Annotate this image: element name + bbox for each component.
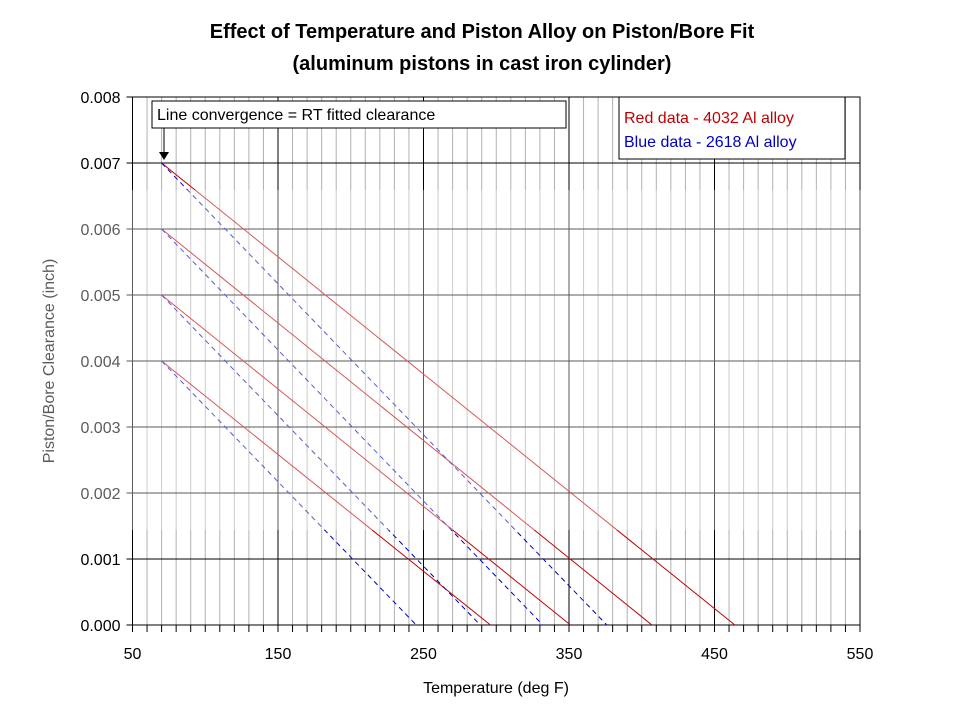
watermark-band — [0, 190, 960, 530]
annotation-arrowhead-icon — [159, 152, 169, 160]
x-tick-label: 550 — [847, 646, 874, 663]
legend-box — [618, 96, 846, 160]
y-axis-label: Piston/Bore Clearance (inch) — [41, 259, 58, 464]
x-tick-label: 50 — [124, 646, 142, 663]
chart-title: Effect of Temperature and Piston Alloy o… — [210, 21, 755, 43]
x-tick-label: 450 — [701, 646, 728, 663]
series-lines — [161, 162, 736, 626]
y-tick-label: 0.002 — [80, 486, 120, 503]
x-axis-label: Temperature (deg F) — [423, 680, 569, 697]
annotation: Line convergence = RT fitted clearance — [151, 100, 567, 160]
annotation-text: Line convergence = RT fitted clearance — [157, 107, 435, 124]
x-tick-label: 350 — [556, 646, 583, 663]
series-line-red — [161, 162, 736, 626]
annotation-box — [151, 100, 567, 129]
legend: Red data - 4032 Al alloy Blue data - 261… — [618, 96, 846, 160]
x-tick-label: 250 — [410, 646, 437, 663]
y-tick-label: 0.006 — [80, 222, 120, 239]
series-line-red — [161, 294, 571, 626]
y-tick-label: 0.005 — [80, 288, 120, 305]
series-line-blue — [161, 162, 608, 626]
legend-entry-blue: Blue data - 2618 Al alloy — [624, 134, 797, 151]
x-tick-label: 150 — [265, 646, 292, 663]
y-tick-label: 0.008 — [80, 90, 120, 107]
grid — [126, 96, 861, 632]
tick-labels: 50 150 250 350 450 550 0.000 0.001 0.002 0.003 0.0… — [80, 90, 873, 663]
y-tick-label: 0.007 — [80, 156, 120, 173]
series-line-blue — [161, 294, 481, 626]
y-tick-label: 0.004 — [80, 354, 120, 371]
series-line-red — [161, 228, 653, 626]
plot-area-border — [132, 96, 861, 626]
legend-entry-red: Red data - 4032 Al alloy — [624, 110, 794, 127]
y-tick-label: 0.003 — [80, 420, 120, 437]
series-line-blue — [161, 228, 544, 626]
series-line-red — [161, 360, 491, 626]
y-tick-label: 0.001 — [80, 552, 120, 569]
series-line-blue — [161, 360, 417, 626]
y-tick-label: 0.000 — [80, 618, 120, 635]
chart-subtitle: (aluminum pistons in cast iron cylinder) — [293, 53, 672, 75]
